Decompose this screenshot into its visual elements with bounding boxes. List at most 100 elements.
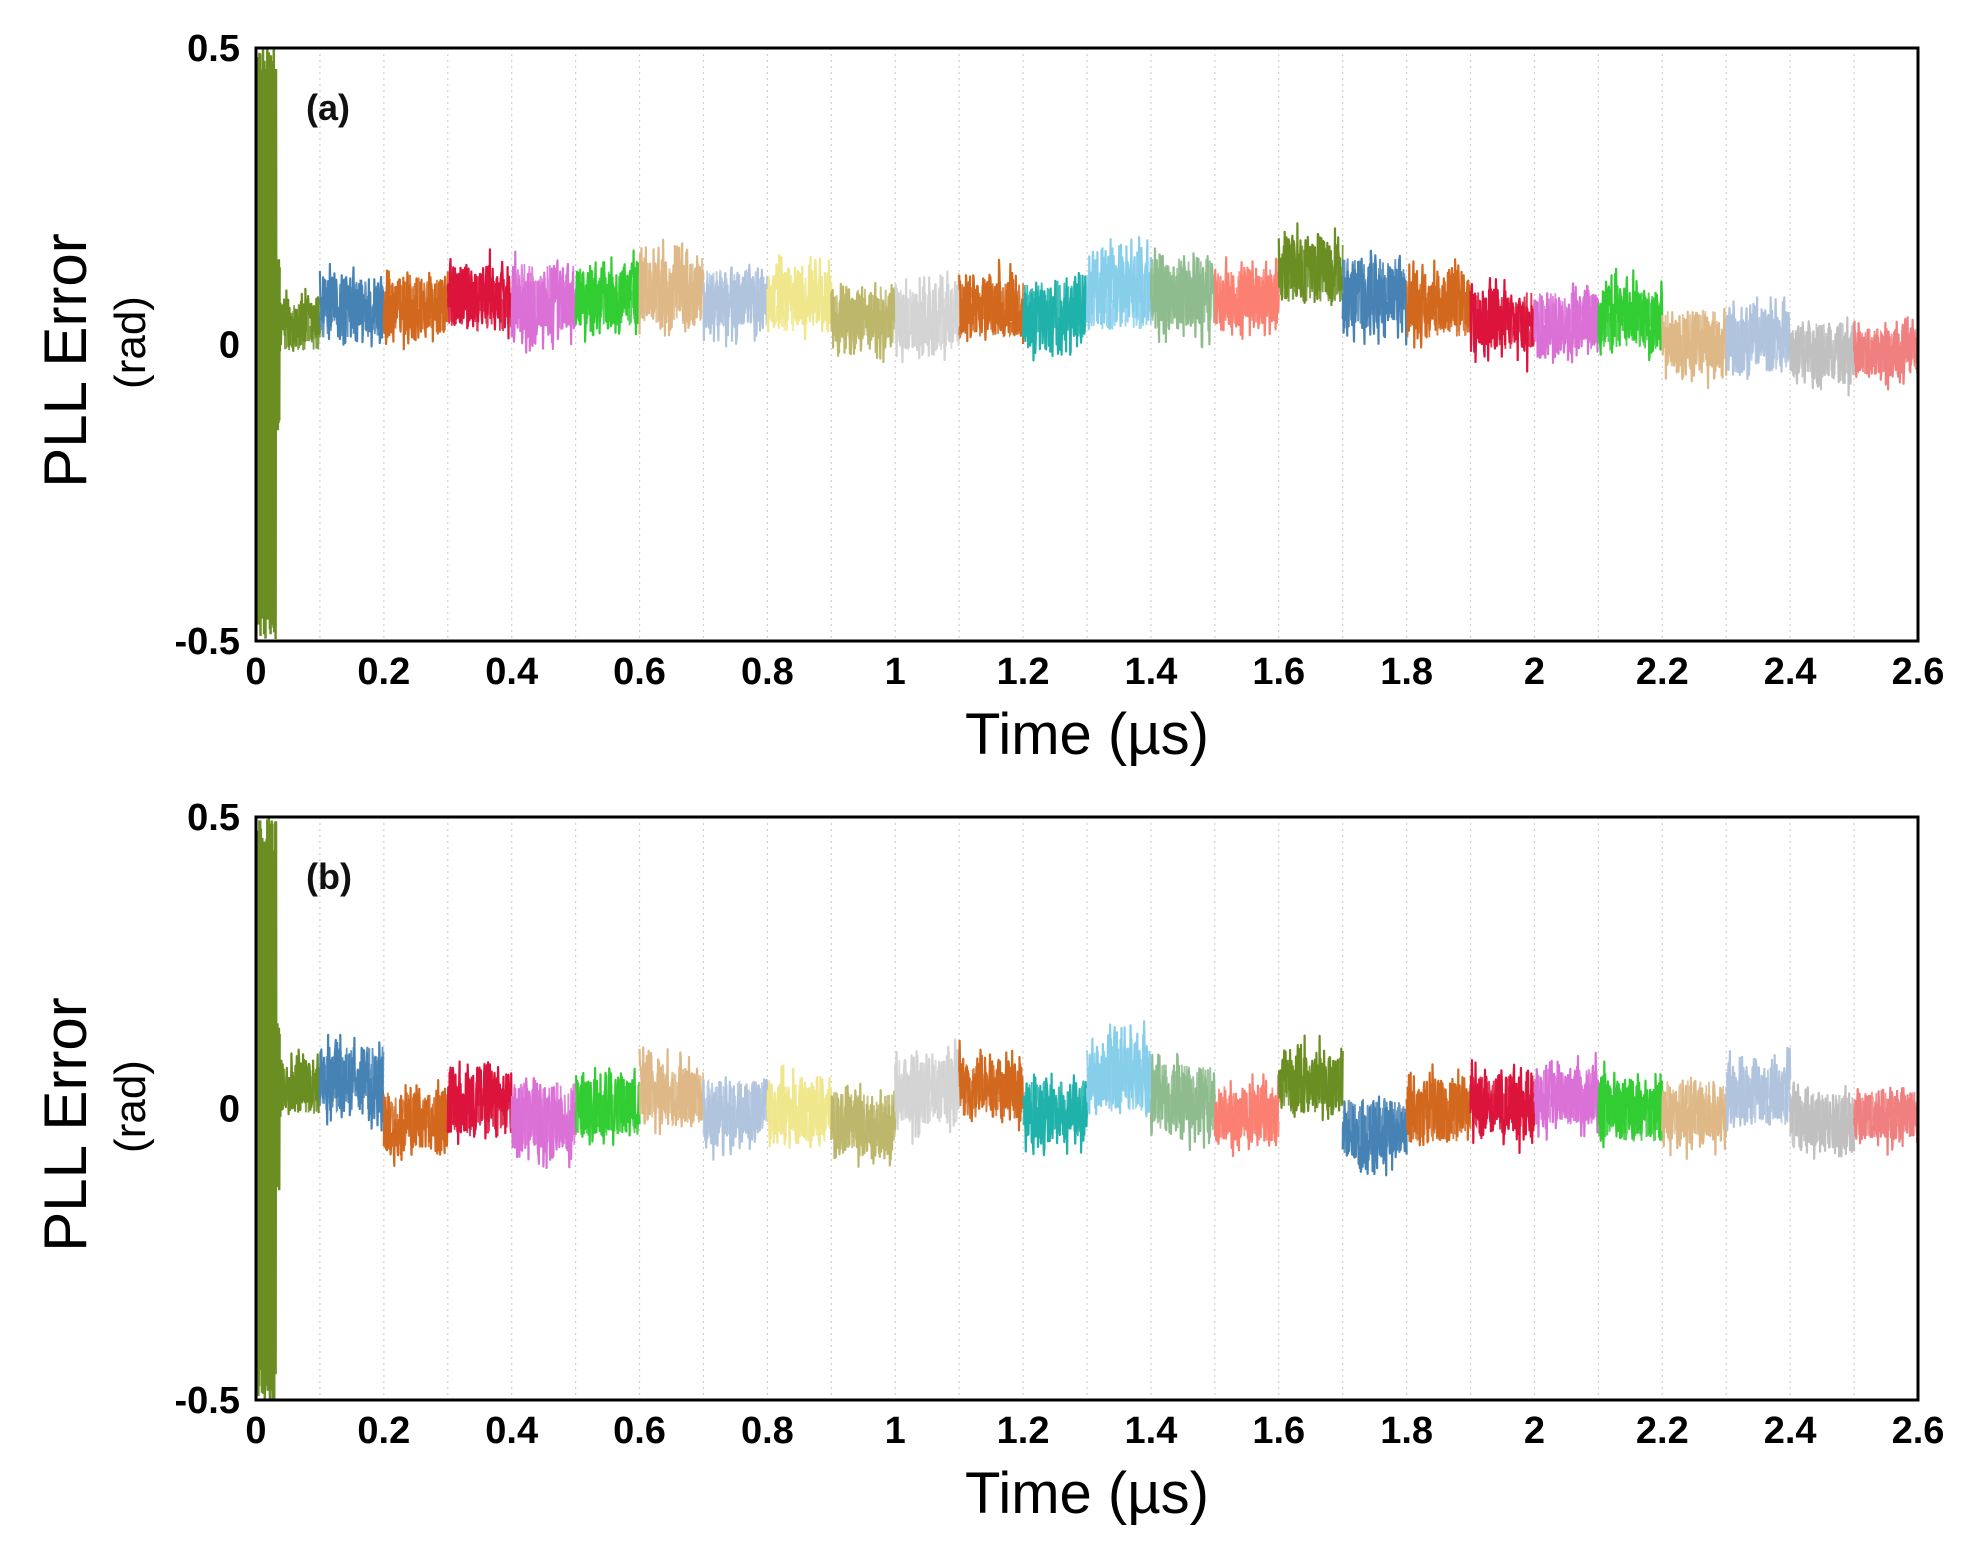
series-segment-13-fill <box>1022 1080 1088 1137</box>
series-segment-23-fill <box>1661 309 1728 367</box>
series-segment-7-fill <box>638 258 705 324</box>
x-tick-label: 1 <box>885 651 906 693</box>
x-tick-label: 0.6 <box>613 1410 666 1452</box>
series-segment-9-fill <box>766 1086 833 1143</box>
series-segment-23-fill <box>1661 1080 1728 1136</box>
series-segment-16-fill <box>1213 268 1280 325</box>
y-tick-label: 0 <box>219 325 240 367</box>
y-tick-labels: -0.5 0 0.5 <box>175 28 240 663</box>
series-segment-4-fill <box>446 274 513 332</box>
y-axis-title: PLL Error <box>32 233 99 488</box>
y-tick-label: -0.5 <box>175 621 240 663</box>
series-group <box>254 48 1920 640</box>
series-segment-12-fill <box>958 1062 1024 1119</box>
series-segment-19-fill <box>1405 280 1472 338</box>
series-segment-19-fill <box>1405 1086 1472 1143</box>
x-tick-label: 1.2 <box>997 651 1050 693</box>
x-tick-label: 1.6 <box>1252 651 1305 693</box>
x-tick-label: 1.8 <box>1380 651 1433 693</box>
x-tick-label: 2 <box>1524 1410 1545 1452</box>
series-segment-5-fill <box>510 1082 577 1146</box>
panel-a: 0 0.2 0.4 0.6 0.8 1 1.2 1.4 1.6 1.8 2 2.2 2.4 2.6 -0.… <box>32 28 1944 767</box>
series-segment-13-fill <box>1022 280 1088 338</box>
x-tick-label: 0.8 <box>741 651 794 693</box>
series-segment-21-fill <box>1533 292 1600 350</box>
series-segment-24-fill <box>1725 316 1792 373</box>
series-segment-15-fill <box>1150 1064 1216 1131</box>
series-segment-10-fill <box>830 1091 897 1149</box>
series-segment-21-fill <box>1533 1068 1600 1125</box>
x-tick-label: 0 <box>245 651 266 693</box>
x-tick-label: 2.4 <box>1764 1410 1817 1452</box>
panel-b: 0 0.2 0.4 0.6 0.8 1 1.2 1.4 1.6 1.8 2 2.2 2.4 2.6 -0.… <box>32 797 1944 1526</box>
series-segment-25-fill <box>1789 1092 1855 1149</box>
x-tick-label: 2.2 <box>1636 651 1689 693</box>
series-segment-17-fill <box>1277 244 1344 302</box>
x-tick-label: 0 <box>245 1410 266 1452</box>
initial-transient <box>256 48 281 640</box>
grid-lines <box>319 817 1855 1400</box>
y-tick-label: 0.5 <box>187 28 240 70</box>
plot-frame <box>254 46 1920 643</box>
x-tick-label: 0.2 <box>357 651 410 693</box>
series-group <box>254 818 1920 1400</box>
x-tick-label: 2.4 <box>1764 651 1817 693</box>
x-tick-label: 0.2 <box>357 1410 410 1452</box>
series-segment-2-fill <box>319 279 385 338</box>
x-tick-label: 2.6 <box>1892 1410 1945 1452</box>
series-segment-5-fill <box>510 263 577 330</box>
x-tick-labels: 0 0.2 0.4 0.6 0.8 1 1.2 1.4 1.6 1.8 2 2.2 2.4 2.6 <box>245 1410 1944 1452</box>
series-segment-20-fill <box>1469 291 1536 350</box>
x-axis-title: Time (µs) <box>965 1461 1209 1526</box>
initial-transient <box>256 818 281 1400</box>
x-tick-labels: 0 0.2 0.4 0.6 0.8 1 1.2 1.4 1.6 1.8 2 2.2 2.4 2.6 <box>245 651 1944 693</box>
x-tick-label: 2.2 <box>1636 1410 1689 1452</box>
series-segment-14-fill <box>1086 264 1152 330</box>
series-segment-25-fill <box>1789 322 1855 379</box>
series-segment-22-fill <box>1597 292 1664 351</box>
panel-label: (a) <box>306 87 350 128</box>
x-tick-label: 1.6 <box>1252 1410 1305 1452</box>
y-tick-label: 0 <box>219 1089 240 1131</box>
series-segment-18-fill <box>1341 1098 1408 1155</box>
x-tick-label: 1 <box>885 1410 906 1452</box>
series-segment-22-fill <box>1597 1086 1664 1142</box>
series-segment-14-fill <box>1086 1047 1152 1112</box>
x-tick-label: 0.8 <box>741 1410 794 1452</box>
series-segment-4-fill <box>446 1080 513 1137</box>
series-segment-16-fill <box>1213 1086 1280 1143</box>
plot-frame <box>254 815 1920 1402</box>
series-segment-10-fill <box>830 286 897 346</box>
x-tick-label: 1.4 <box>1125 1410 1178 1452</box>
y-tick-labels: -0.5 0 0.5 <box>175 797 240 1422</box>
series-segment-3-fill <box>382 1091 449 1149</box>
series-segment-11-fill <box>894 287 961 352</box>
series-segment-18-fill <box>1341 258 1408 325</box>
series-segment-9-fill <box>766 273 833 332</box>
series-segment-8-fill <box>702 1078 769 1137</box>
y-axis-unit: (rad) <box>106 296 155 389</box>
y-tick-label: 0.5 <box>187 797 240 839</box>
series-segment-13 <box>1022 271 1089 362</box>
x-tick-label: 1.4 <box>1125 651 1178 693</box>
x-tick-label: 0.4 <box>485 1410 538 1452</box>
y-axis-unit: (rad) <box>106 1060 155 1153</box>
x-tick-label: 2 <box>1524 651 1545 693</box>
series-segment-12-fill <box>958 280 1024 341</box>
series-segment-24-fill <box>1725 1069 1792 1125</box>
series-segment-3-fill <box>382 274 449 332</box>
x-tick-label: 2.6 <box>1892 651 1945 693</box>
series-segment-2-fill <box>319 1046 385 1114</box>
series-segment-11-fill <box>894 1059 961 1124</box>
series-segment-20-fill <box>1469 1075 1536 1131</box>
series-segment-20 <box>1469 1059 1536 1154</box>
series-segment-8-fill <box>702 268 769 328</box>
x-tick-label: 0.6 <box>613 651 666 693</box>
y-tick-label: -0.5 <box>175 1380 240 1422</box>
series-segment-6-fill <box>574 1079 641 1136</box>
series-segment-7-fill <box>638 1068 705 1128</box>
x-tick-label: 1.2 <box>997 1410 1050 1452</box>
series-segment-6-fill <box>574 268 641 326</box>
